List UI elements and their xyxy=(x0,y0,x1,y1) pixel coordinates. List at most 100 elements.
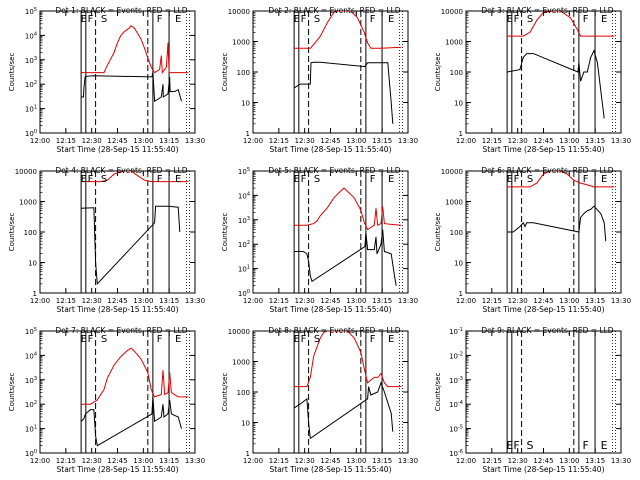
phase-label: S xyxy=(314,174,320,185)
phase-label: S xyxy=(314,334,320,345)
x-tick-label: 12:15 xyxy=(56,297,76,305)
x-tick-label: 13:15 xyxy=(372,457,392,465)
x-tick-label: 12:30 xyxy=(295,457,315,465)
y-tick-label: 10 xyxy=(241,420,250,428)
panel-title: Det 9: BLACK = Events, RED = LLD xyxy=(481,326,613,335)
x-tick-label: 12:45 xyxy=(320,297,340,305)
y-tick-label: 103 xyxy=(25,56,37,65)
y-tick-label: 10-6 xyxy=(449,449,463,458)
x-tick-label: 12:45 xyxy=(107,137,127,145)
phase-label: E xyxy=(294,174,300,185)
x-tick-label: 13:00 xyxy=(133,457,153,465)
phase-label: F xyxy=(514,14,520,25)
phase-label: E xyxy=(388,14,394,25)
x-tick-label: 12:45 xyxy=(107,457,127,465)
panel-title: Det 7: BLACK = Events, RED = LLD xyxy=(55,326,187,335)
series-lld-line xyxy=(294,11,402,49)
panel-title: Det 3: BLACK = Events, RED = LLD xyxy=(481,6,613,15)
x-axis-label: Start Time (28-Sep-15 11:55:40) xyxy=(57,465,179,474)
y-tick-label: 1000 xyxy=(232,359,250,367)
y-tick-label: 104 xyxy=(25,31,37,40)
phase-label: F xyxy=(370,14,376,25)
phase-label: F xyxy=(88,14,94,25)
x-axis-label: Start Time (28-Sep-15 11:55:40) xyxy=(57,305,179,314)
x-tick-label: 12:15 xyxy=(269,457,289,465)
phase-label: S xyxy=(527,14,533,25)
phase-label: F xyxy=(582,439,588,452)
y-tick-label: 10-2 xyxy=(449,351,463,360)
phase-label: F xyxy=(301,334,307,345)
x-tick-label: 13:15 xyxy=(585,137,605,145)
x-tick-label: 13:30 xyxy=(398,457,418,465)
x-tick-label: 12:00 xyxy=(456,457,476,465)
x-tick-label: 12:00 xyxy=(30,137,50,145)
x-tick-label: 12:30 xyxy=(508,137,528,145)
y-tick-label: 10 xyxy=(241,100,250,108)
y-tick-label: 10-1 xyxy=(449,327,463,336)
panel-title: Det 6: BLACK = Events, RED = LLD xyxy=(481,166,613,175)
y-tick-label: 103 xyxy=(238,216,250,225)
y-tick-label: 1 xyxy=(459,290,463,298)
phase-label: F xyxy=(514,174,520,185)
x-tick-label: 12:30 xyxy=(295,137,315,145)
x-tick-label: 13:00 xyxy=(559,137,579,145)
x-tick-label: 13:00 xyxy=(346,457,366,465)
x-axis-label: Start Time (28-Sep-15 11:55:40) xyxy=(483,305,605,314)
phase-label: F xyxy=(88,334,94,345)
y-tick-label: 10000 xyxy=(15,168,37,176)
x-tick-label: 12:30 xyxy=(82,297,102,305)
phase-label: F xyxy=(157,174,163,185)
x-tick-label: 12:00 xyxy=(243,457,263,465)
series-events-line xyxy=(80,396,182,447)
x-tick-label: 12:30 xyxy=(508,457,528,465)
y-axis-label: Counts/sec xyxy=(221,373,229,412)
y-tick-label: 1000 xyxy=(19,199,37,207)
x-tick-label: 13:00 xyxy=(559,297,579,305)
y-tick-label: 1 xyxy=(246,130,250,138)
y-tick-label: 100 xyxy=(25,449,37,458)
plot-frame xyxy=(39,170,196,294)
y-axis-label: Counts/sec xyxy=(8,213,16,252)
series-lld-line xyxy=(294,331,402,388)
phase-label: E xyxy=(506,439,513,452)
x-tick-label: 12:30 xyxy=(295,297,315,305)
x-axis-label: Start Time (28-Sep-15 11:55:40) xyxy=(270,145,392,154)
x-tick-label: 13:00 xyxy=(346,137,366,145)
phase-label: E xyxy=(81,14,87,25)
phase-label: F xyxy=(301,174,307,185)
series-lld-line xyxy=(81,171,189,183)
phase-label: F xyxy=(157,334,163,345)
x-axis-label: Start Time (28-Sep-15 11:55:40) xyxy=(483,465,605,474)
x-tick-label: 12:00 xyxy=(456,297,476,305)
plot-frame xyxy=(465,330,622,454)
y-tick-label: 10 xyxy=(28,260,37,268)
phase-label: S xyxy=(527,439,534,452)
panel-title: Det 1: BLACK = Events, RED = LLD xyxy=(55,6,187,15)
y-axis-label: Counts/sec xyxy=(221,213,229,252)
x-tick-label: 12:15 xyxy=(482,457,502,465)
y-axis-label: Counts/sec xyxy=(434,373,442,412)
x-tick-label: 13:30 xyxy=(185,137,205,145)
y-tick-label: 1000 xyxy=(445,39,463,47)
y-tick-label: 10000 xyxy=(441,168,463,176)
y-axis-label: Counts/sec xyxy=(8,373,16,412)
phase-label: F xyxy=(301,14,307,25)
x-axis-label: Start Time (28-Sep-15 11:55:40) xyxy=(270,305,392,314)
x-tick-label: 13:30 xyxy=(185,297,205,305)
series-lld-line xyxy=(507,171,615,188)
phase-label: S xyxy=(101,14,107,25)
phase-label: E xyxy=(507,14,513,25)
panel-det-6: 1 10 100 1000 10000 12:00 12:15 12:30 12:45 13:00… xyxy=(434,166,631,314)
y-tick-label: 10-3 xyxy=(449,376,463,385)
phase-label: E xyxy=(601,439,608,452)
x-tick-label: 12:00 xyxy=(243,297,263,305)
x-tick-label: 13:15 xyxy=(372,137,392,145)
x-tick-label: 12:30 xyxy=(82,457,102,465)
phase-label: S xyxy=(101,334,107,345)
panel-title: Det 8: BLACK = Events, RED = LLD xyxy=(268,326,400,335)
phase-label: E xyxy=(81,334,87,345)
plot-frame xyxy=(465,10,622,134)
panel-det-2: 1 10 100 1000 10000 12:00 12:15 12:30 12:45 13:00… xyxy=(221,6,418,154)
phase-label: S xyxy=(314,14,320,25)
x-tick-label: 12:15 xyxy=(269,297,289,305)
